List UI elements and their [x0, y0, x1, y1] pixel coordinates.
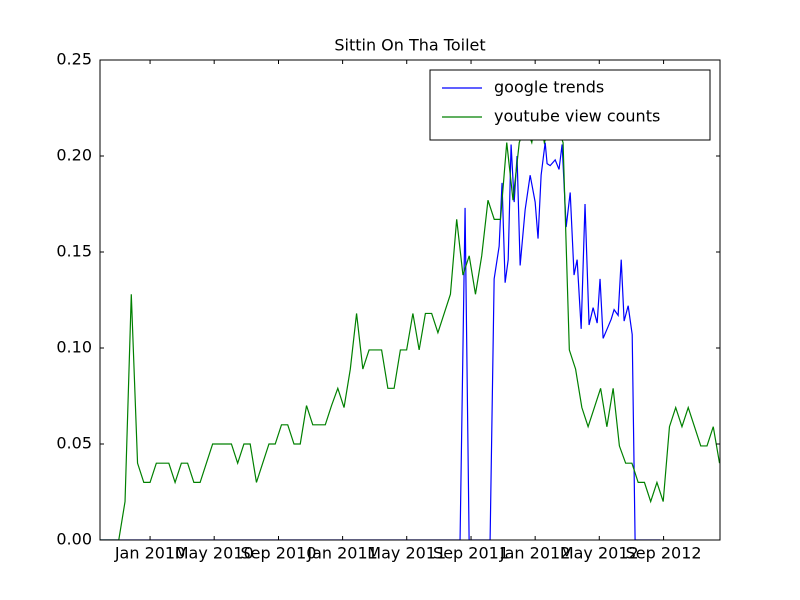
- chart-title: Sittin On Tha Toilet: [334, 36, 485, 55]
- axes-frame: [99, 59, 721, 541]
- x-tick-label: Sep 2010: [241, 544, 317, 563]
- y-tick-label: 0.10: [56, 338, 92, 357]
- y-tick-label: 0.25: [56, 50, 92, 69]
- line-series: [100, 105, 720, 540]
- x-tick-label: May 2010: [175, 544, 254, 563]
- y-tick-label: 0.15: [56, 242, 92, 261]
- x-tick-label: May 2011: [367, 544, 446, 563]
- x-tick-label: Jan 2010: [114, 544, 185, 563]
- y-tick-label: 0.20: [56, 146, 92, 165]
- legend-label: youtube view counts: [494, 107, 660, 126]
- x-tick-label: Jan 2011: [306, 544, 377, 563]
- line-series: [100, 142, 661, 540]
- y-tick-label: 0.05: [56, 434, 92, 453]
- x-tick-label: May 2012: [560, 544, 639, 563]
- x-tick-label: Jan 2012: [499, 544, 570, 563]
- x-tick-label: Sep 2011: [433, 544, 509, 563]
- legend-label: google trends: [494, 78, 604, 97]
- legend-box: [429, 69, 711, 141]
- x-tick-label: Sep 2012: [626, 544, 702, 563]
- y-tick-label: 0.00: [56, 530, 92, 549]
